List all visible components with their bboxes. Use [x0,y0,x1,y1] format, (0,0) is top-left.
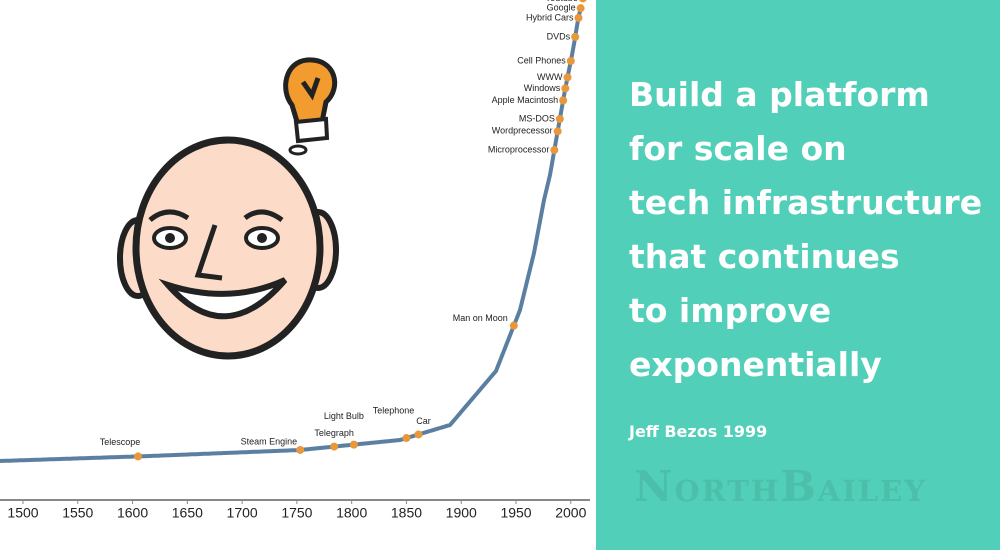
x-tick-label: 2000 [555,505,586,521]
point-label: WWW [537,72,563,82]
quote-line: that continues [629,237,900,276]
quote-author: Jeff Bezos 1999 [629,422,768,441]
growth-curve [0,10,582,463]
x-tick-label: 1900 [446,505,477,521]
point-label: Youtube [545,0,578,3]
quote-line: for scale on [629,129,847,168]
x-tick-label: 1550 [62,505,93,521]
x-tick-label: 1950 [500,505,531,521]
point-label: Light Bulb [324,411,364,421]
point-label: Windows [524,83,561,93]
quote-panel: Build a platform for scale on tech infrast… [596,0,1000,550]
x-tick-label: 1650 [172,505,203,521]
milestone-point [509,321,518,330]
x-tick-label: 1600 [117,505,148,521]
milestone-point [550,146,559,155]
milestone-point [559,96,568,105]
point-label: Cell Phones [517,55,566,65]
point-label: Car [416,416,431,426]
quote-line: to improve [629,291,832,330]
illustration [117,57,339,360]
point-label: Telegraph [314,428,354,438]
milestone-point [571,32,580,41]
x-tick-label: 1750 [281,505,312,521]
milestone-point [566,56,575,65]
milestone-point [402,434,411,443]
x-tick-label: 1850 [391,505,422,521]
milestone-point [296,445,305,454]
quote-line: tech infrastructure [629,183,983,222]
quote-line: Build a platform [629,75,930,114]
quote: Build a platform for scale on tech infrast… [629,68,982,392]
milestone-point [349,440,358,449]
point-label: Telephone [373,405,415,415]
chart: 1500 1550 1600 1650 1700 1750 1800 1850 1900 1950… [0,0,590,521]
point-label: MS-DOS [519,113,555,123]
milestone-point [574,13,583,22]
point-label: Telescope [100,437,141,447]
milestone-point [579,0,587,3]
point-label: Steam Engine [241,436,298,446]
point-label: DVDs [547,31,571,41]
point-label: Hybrid Cars [526,12,574,22]
quote-line: exponentially [629,345,882,384]
milestone-point [563,73,572,82]
x-tick-label: 1800 [336,505,367,521]
point-label: Google [547,3,576,13]
brand-logo: NorthBailey [634,462,927,511]
point-label: Microprocessor [488,144,550,154]
milestone-point [561,84,570,93]
milestone-point [553,127,562,136]
milestone-point [555,114,564,123]
milestone-point [134,452,143,461]
milestone-point [414,430,423,439]
point-label: Man on Moon [453,313,508,323]
milestone-point [330,442,339,451]
point-label: Apple Macintosh [492,95,559,105]
milestone-point [576,4,585,13]
x-tick-label: 1500 [7,505,38,521]
x-tick-label: 1700 [227,505,258,521]
point-label: Wordprecessor [492,126,553,136]
